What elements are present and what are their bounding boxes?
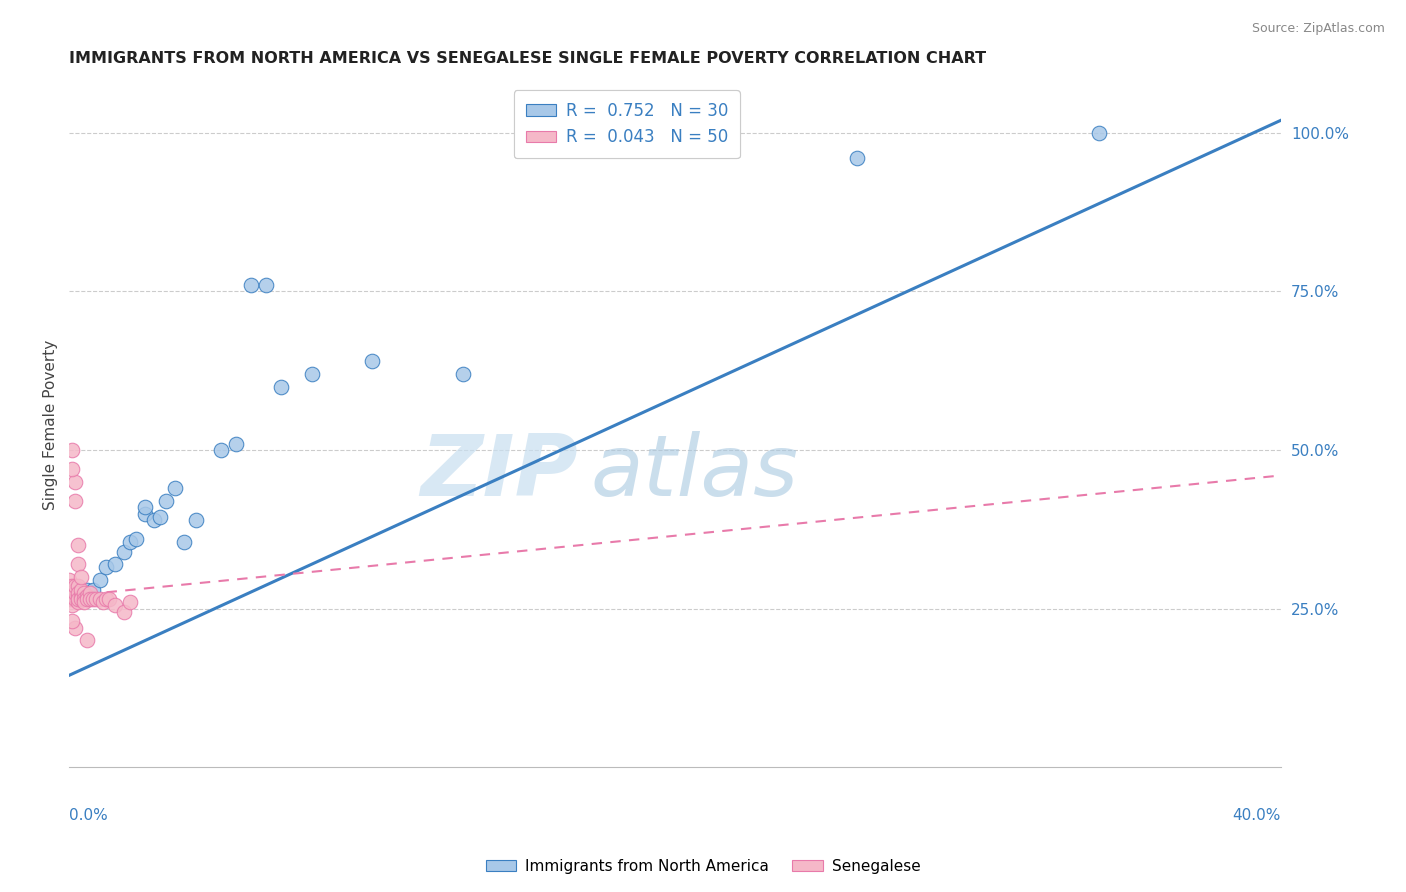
Legend: R =  0.752   N = 30, R =  0.043   N = 50: R = 0.752 N = 30, R = 0.043 N = 50 [513,90,740,158]
Point [58,589,80,603]
Point [70,589,93,603]
Point [143,513,166,527]
Point [58,592,80,607]
Point [65,586,87,600]
Point [67,595,90,609]
Point [89,573,111,587]
Point [70,582,93,597]
Point [165,481,187,495]
Point [67,538,90,552]
Legend: Immigrants from North America, Senegalese: Immigrants from North America, Senegales… [479,853,927,880]
Point [76,582,98,597]
Point [155,493,177,508]
Point [112,605,135,619]
Point [186,513,208,527]
Point [70,592,93,607]
Point [67,592,90,607]
Point [70,589,93,603]
Point [67,558,90,572]
Point [104,558,127,572]
Point [73,595,96,609]
Point [225,436,247,450]
Y-axis label: Single Female Poverty: Single Female Poverty [44,340,58,510]
Text: atlas: atlas [591,431,799,514]
Point [60,592,83,607]
Point [67,592,90,607]
Point [134,507,156,521]
Point [86,592,108,607]
Point [70,570,93,584]
Point [270,379,292,393]
Point [94,592,117,607]
Point [118,595,141,609]
Point [451,367,474,381]
Point [79,586,101,600]
Point [58,573,80,587]
Text: 40.0%: 40.0% [1233,808,1281,823]
Point [65,493,87,508]
Point [73,592,96,607]
Point [173,535,195,549]
Point [67,586,90,600]
Point [361,354,384,368]
Text: 0.0%: 0.0% [69,808,108,823]
Point [60,443,83,458]
Point [89,592,111,607]
Point [60,615,83,629]
Point [58,579,80,593]
Point [67,579,90,593]
Point [73,586,96,600]
Point [65,589,87,603]
Point [65,592,87,607]
Point [91,595,114,609]
Text: IMMIGRANTS FROM NORTH AMERICA VS SENEGALESE SINGLE FEMALE POVERTY CORRELATION CH: IMMIGRANTS FROM NORTH AMERICA VS SENEGAL… [69,51,987,66]
Point [60,582,83,597]
Point [125,532,148,546]
Point [58,586,80,600]
Point [76,592,98,607]
Point [65,621,87,635]
Point [1088,126,1111,140]
Text: ZIP: ZIP [420,431,578,514]
Point [118,535,141,549]
Point [60,599,83,613]
Point [73,586,96,600]
Point [60,462,83,476]
Point [76,633,98,648]
Point [149,509,172,524]
Point [65,582,87,597]
Text: Source: ZipAtlas.com: Source: ZipAtlas.com [1251,22,1385,36]
Point [60,589,83,603]
Point [67,589,90,603]
Point [82,582,104,597]
Point [65,589,87,603]
Point [79,592,101,607]
Point [76,589,98,603]
Point [134,500,156,515]
Point [82,592,104,607]
Point [60,586,83,600]
Point [209,443,232,458]
Point [65,579,87,593]
Point [65,475,87,489]
Point [60,579,83,593]
Point [240,278,263,293]
Point [845,151,868,165]
Point [301,367,323,381]
Point [254,278,277,293]
Point [94,560,117,574]
Point [97,592,120,607]
Point [112,544,135,558]
Point [104,599,127,613]
